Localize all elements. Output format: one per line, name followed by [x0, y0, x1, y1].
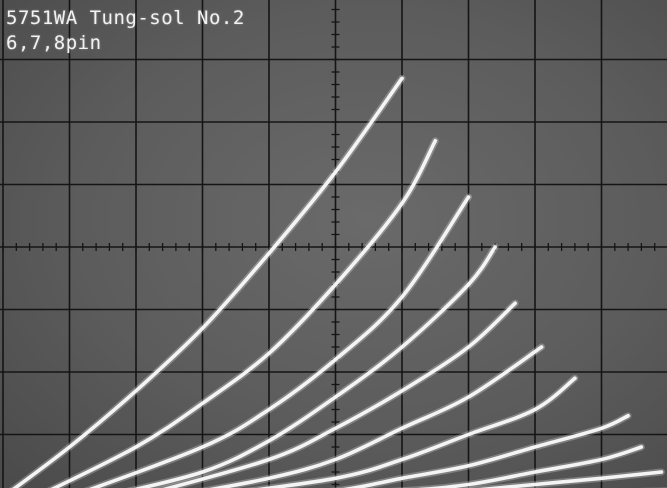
trace-curve-4	[133, 245, 497, 488]
trace-curve-5	[162, 301, 517, 488]
trace-curve-10	[478, 470, 664, 488]
trace-curve-3	[88, 195, 471, 488]
trace-curve-9	[417, 445, 644, 488]
curve-traces	[9, 74, 667, 488]
trace-curve-7	[257, 376, 577, 488]
chart-title: 5751WA Tung-sol No.2	[6, 7, 245, 29]
trace-curve-1	[12, 76, 404, 488]
trace-curve-2	[50, 139, 438, 488]
trace-curve-6	[209, 345, 544, 488]
trace-curve-8	[343, 414, 630, 488]
chart-subtitle: 6,7,8pin	[6, 32, 102, 54]
trace-glow-2	[46, 137, 439, 488]
